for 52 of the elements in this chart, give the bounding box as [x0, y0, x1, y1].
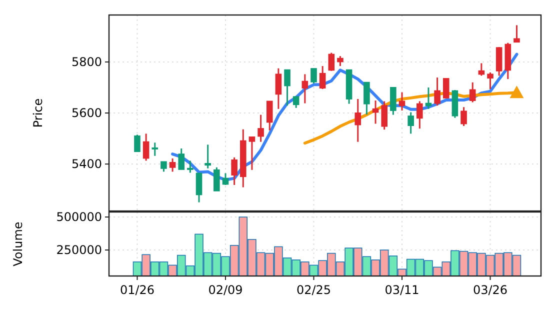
candlestick: [442, 78, 450, 98]
candlestick: [178, 148, 185, 170]
candlestick: [354, 98, 362, 143]
candlestick: [169, 158, 176, 172]
candlestick: [284, 69, 290, 106]
x-tick-label: 02/09: [208, 283, 243, 297]
candlestick: [425, 86, 432, 110]
y-tick-label: 5400: [71, 157, 102, 172]
candlestick: [487, 72, 494, 90]
candlestick: [319, 65, 326, 90]
y-tick-label: 250000: [56, 243, 102, 258]
candlestick: [364, 82, 370, 116]
y-tick-label: 500000: [56, 210, 102, 224]
candlestick: [275, 68, 282, 110]
x-tick-label: 02/25: [296, 283, 332, 297]
candlestick: [292, 96, 300, 109]
candlestick: [152, 142, 158, 157]
candlestick: [434, 76, 440, 106]
candlestick: [478, 62, 485, 76]
candlestick: [204, 144, 211, 170]
candlestick: [258, 114, 264, 143]
candlestick: [134, 134, 140, 153]
candlestick: [187, 160, 194, 174]
candlestick: [302, 73, 308, 104]
candlestick: [381, 100, 388, 130]
candlestick: [328, 52, 335, 72]
candlestick: [160, 160, 167, 172]
candlestick: [416, 100, 423, 130]
candlestick: [496, 46, 502, 76]
x-tick-label: 01/26: [120, 283, 155, 297]
candlestick: [469, 82, 476, 104]
y-tick-label: 5800: [71, 55, 102, 70]
candlestick: [514, 24, 520, 43]
candlestick: [222, 172, 229, 186]
candlestick: [196, 172, 202, 204]
candlestick: [231, 156, 238, 186]
candlestick: [310, 68, 317, 84]
candlestick: [266, 100, 273, 132]
candlestick: [372, 100, 379, 124]
y-axis-title: Volume: [11, 222, 25, 266]
candlestick: [142, 132, 150, 162]
x-tick-label: 03/26: [472, 283, 508, 297]
candlestick: [408, 111, 414, 134]
candlestick: [214, 166, 220, 192]
candlestick: [390, 86, 396, 116]
x-tick-label: 03/11: [384, 283, 420, 297]
candlestick: [460, 106, 467, 127]
y-tick-label: 5600: [71, 106, 102, 120]
y-axis-title: Price: [31, 98, 45, 128]
candlestick: [337, 55, 344, 67]
candlestick: [398, 92, 406, 112]
candlestick: [248, 136, 256, 171]
